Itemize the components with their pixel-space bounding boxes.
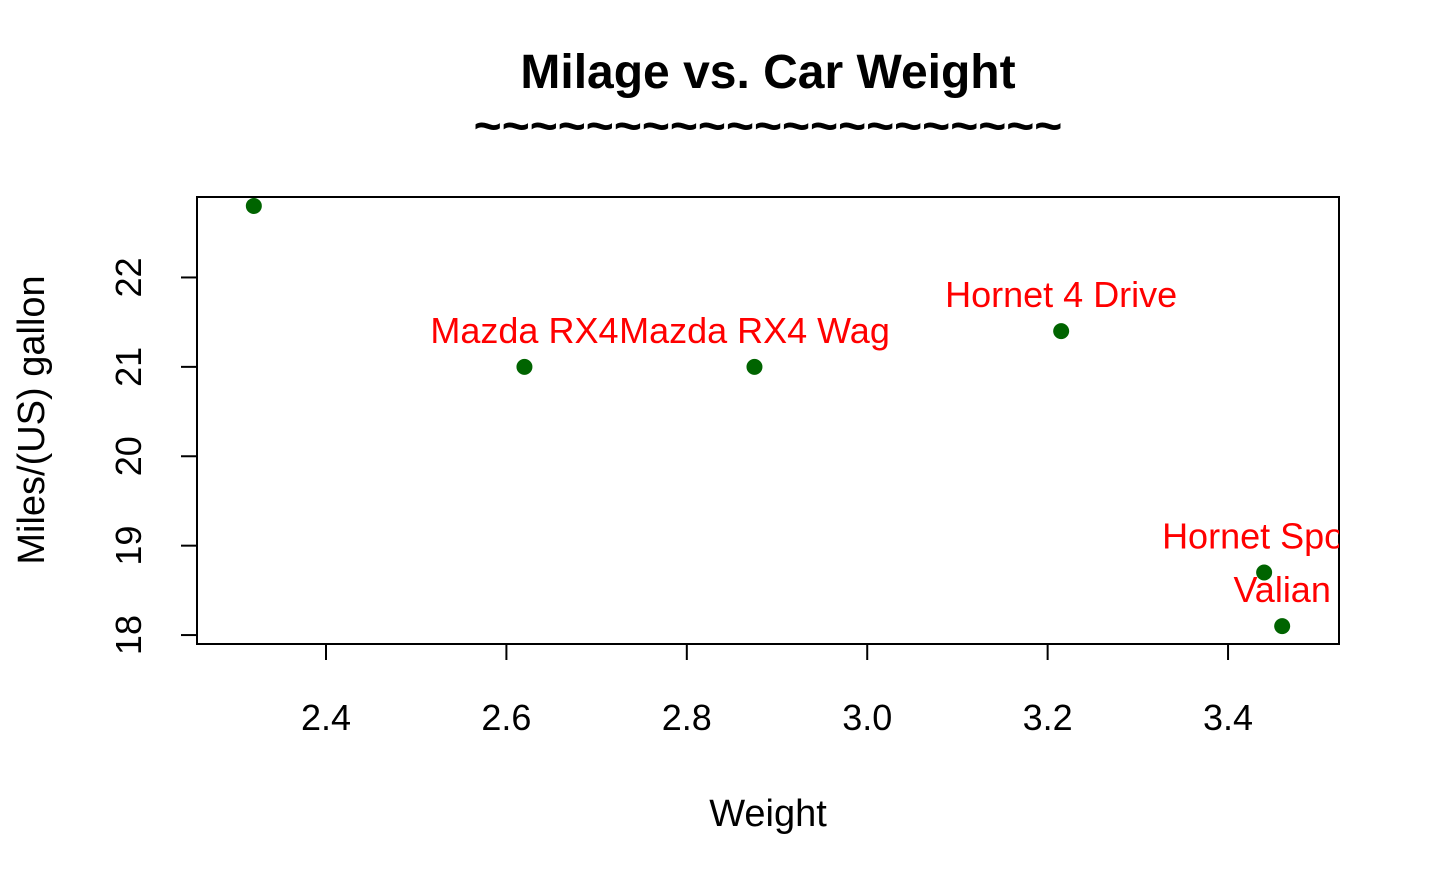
- y-tick-label: 22: [108, 257, 149, 297]
- x-tick-label: 3.0: [842, 697, 892, 738]
- x-tick-label: 3.4: [1203, 697, 1253, 738]
- data-point: [245, 197, 262, 214]
- chart-subtitle: ~~~~~~~~~~~~~~~~~~~~~: [474, 100, 1063, 153]
- plot-frame: [196, 196, 1340, 645]
- point-label: Valian: [1233, 569, 1330, 610]
- point-label: Hornet Sport: [1162, 515, 1366, 556]
- y-tick-label: 21: [108, 347, 149, 387]
- data-point: [516, 358, 533, 375]
- y-tick-label: 20: [108, 436, 149, 476]
- chart-title: Milage vs. Car Weight: [520, 46, 1015, 99]
- point-label: Hornet 4 Drive: [945, 274, 1177, 315]
- y-tick-label: 18: [108, 615, 149, 655]
- data-point: [1274, 618, 1291, 635]
- point-label: Mazda RX4 Wag: [619, 310, 890, 351]
- y-axis: 18 19 20 21 22: [108, 257, 198, 655]
- x-tick-label: 2.6: [481, 697, 531, 738]
- y-axis-label: Miles/(US) gallon: [11, 275, 53, 564]
- points-layer: [245, 197, 1291, 635]
- x-axis-label: Weight: [709, 793, 827, 835]
- x-tick-label: 3.2: [1023, 697, 1073, 738]
- point-labels-layer: Mazda RX4 Mazda RX4 Wag Hornet 4 Drive Horn…: [430, 274, 1366, 610]
- point-label: Mazda RX4: [430, 310, 618, 351]
- x-tick-label: 2.8: [662, 697, 712, 738]
- y-tick-label: 19: [108, 526, 149, 566]
- x-axis: 2.4 2.6 2.8 3.0 3.2 3.4: [301, 643, 1253, 738]
- x-tick-label: 2.4: [301, 697, 351, 738]
- data-point: [1256, 564, 1273, 581]
- data-point: [746, 358, 763, 375]
- data-point: [1053, 323, 1070, 340]
